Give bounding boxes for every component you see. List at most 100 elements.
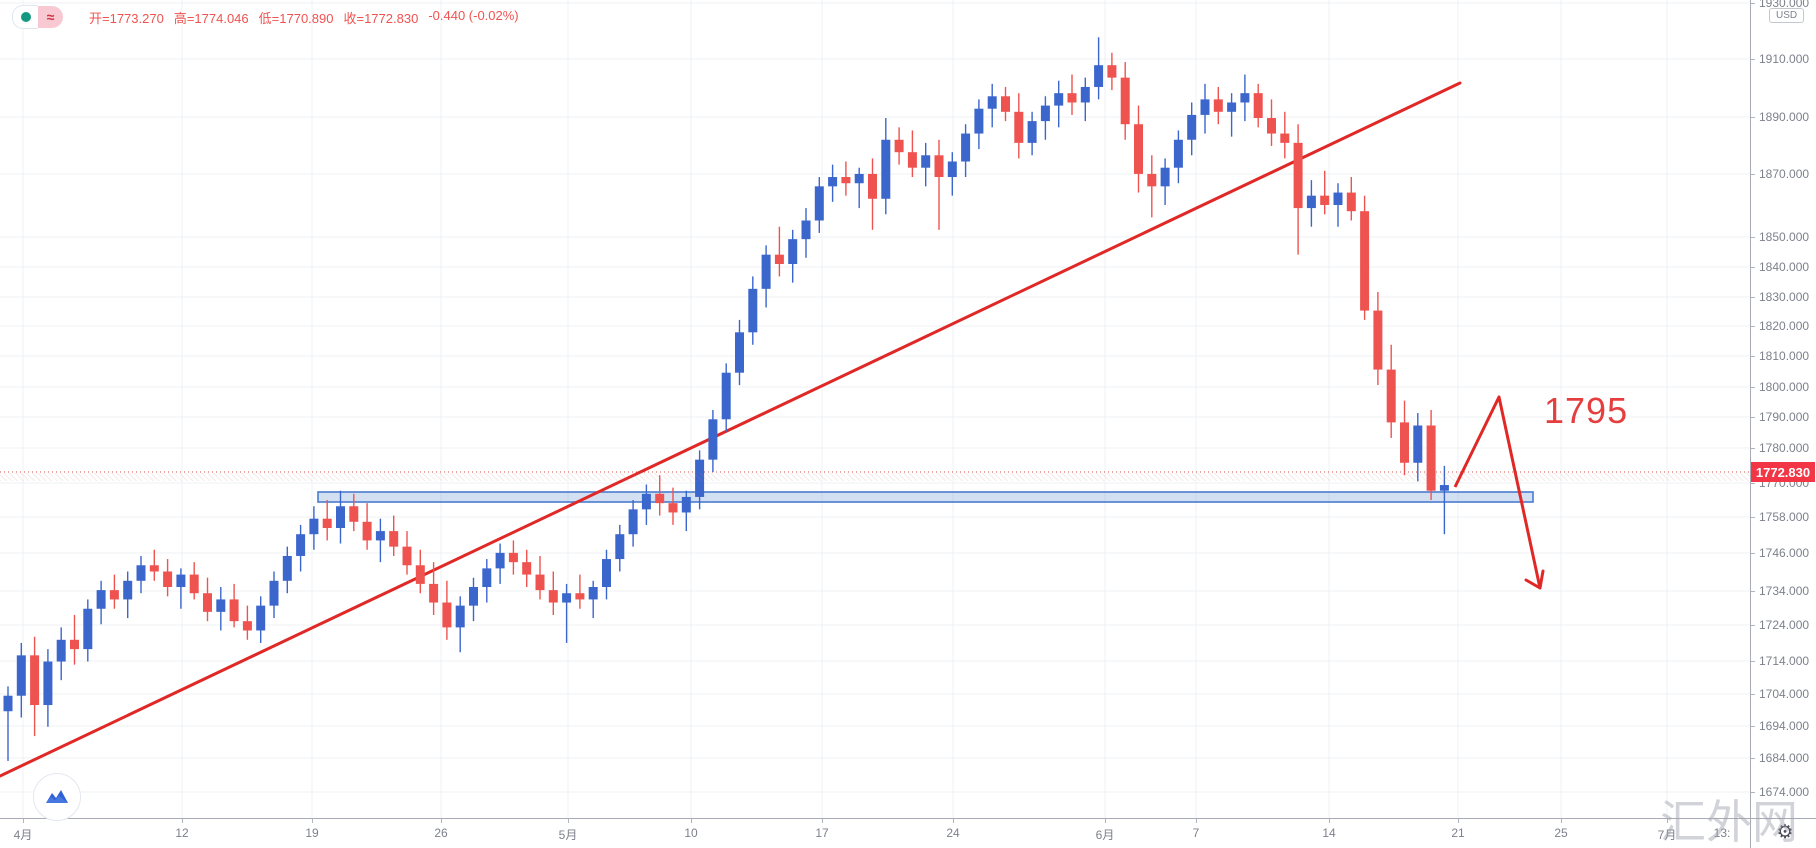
mountain-chart-icon xyxy=(46,790,68,803)
price-axis-label: 1840.000 xyxy=(1759,260,1810,274)
approx-price-segment[interactable]: ≈ xyxy=(38,6,63,28)
candle-body xyxy=(176,574,186,588)
candle-body xyxy=(296,534,306,556)
symbol-logo-button[interactable] xyxy=(33,773,81,821)
candle-body xyxy=(695,459,705,497)
price-line-hatch-band xyxy=(0,473,1750,481)
price-axis-label: 1870.000 xyxy=(1759,167,1810,181)
change-value: -0.440 (-0.02%) xyxy=(428,7,519,23)
candle-body xyxy=(1107,65,1117,78)
candle-body xyxy=(163,571,173,588)
candle-body xyxy=(681,496,691,513)
candle-body xyxy=(43,661,53,706)
candle-body xyxy=(1147,173,1157,187)
time-axis-tick xyxy=(568,819,569,823)
price-axis-tick xyxy=(1751,591,1755,592)
projection-arrow[interactable] xyxy=(1453,395,1542,589)
candle-body xyxy=(1373,310,1383,370)
candle-body xyxy=(854,173,864,184)
price-axis-label: 1694.000 xyxy=(1759,719,1810,733)
market-status-segment[interactable] xyxy=(12,5,38,29)
price-axis-tick xyxy=(1751,483,1755,484)
currency-button[interactable]: USD xyxy=(1769,8,1805,23)
candle-body xyxy=(495,552,505,569)
candle-body xyxy=(987,96,997,109)
candle-body xyxy=(641,493,651,510)
time-axis-label: 7月 xyxy=(1657,828,1677,842)
candle-body xyxy=(735,332,744,373)
price-axis[interactable]: 1930.000 1910.000 1890.000 1870.000 1850.000… xyxy=(1750,0,1816,818)
candle-body xyxy=(1080,86,1090,103)
time-axis-tick xyxy=(822,819,823,823)
candle-body xyxy=(469,587,478,606)
time-axis-label: 25 xyxy=(1554,826,1568,840)
price-axis-tick xyxy=(1751,517,1755,518)
candle-body xyxy=(921,155,931,168)
axis-corner xyxy=(1750,818,1816,848)
time-axis-tick xyxy=(953,819,954,823)
candle-body xyxy=(109,590,119,600)
time-axis-label: 17 xyxy=(815,826,829,840)
time-axis-label: 13: xyxy=(1713,826,1731,840)
last-price-tag[interactable]: 1772.830 xyxy=(1751,462,1815,482)
candle-body xyxy=(56,639,66,662)
candle-body xyxy=(189,574,199,594)
candle-body xyxy=(123,580,133,600)
candle-body xyxy=(508,552,518,563)
time-axis-label: 14 xyxy=(1322,826,1336,840)
price-axis-tick xyxy=(1751,326,1755,327)
time-axis-label: 19 xyxy=(305,826,319,840)
candle-body xyxy=(256,605,266,631)
price-axis-label: 1674.000 xyxy=(1759,785,1810,799)
axis-settings-gear-icon[interactable]: ⚙ xyxy=(1776,821,1794,843)
candle-body xyxy=(1160,167,1170,187)
price-axis-label: 1790.000 xyxy=(1759,410,1810,424)
close-value: 收=1772.830 xyxy=(343,10,419,26)
ascending-trendline[interactable] xyxy=(0,81,1462,778)
price-axis-tick xyxy=(1751,387,1755,388)
candle-body xyxy=(1187,114,1197,140)
time-axis-label: 6月 xyxy=(1095,828,1115,842)
candle-body xyxy=(482,568,492,588)
candle-body xyxy=(1134,124,1143,174)
candle-body xyxy=(535,574,545,591)
candle-body xyxy=(1094,65,1104,87)
candle-body xyxy=(216,599,226,612)
candle-body xyxy=(548,590,558,603)
approx-icon: ≈ xyxy=(46,9,55,25)
candle-body xyxy=(841,177,851,184)
candle-body xyxy=(96,590,106,609)
price-axis-label: 1910.000 xyxy=(1759,52,1810,66)
candle-body xyxy=(668,503,678,513)
arrow-head xyxy=(1524,569,1545,590)
candle-body xyxy=(269,580,279,606)
candle-body xyxy=(1306,195,1316,209)
price-target-text-annotation[interactable]: 1795 xyxy=(1544,390,1629,431)
candle-body xyxy=(1293,142,1303,209)
time-axis[interactable]: 4月 12 19 26 5月 10 17 24 6月 7 14 21 25 7月 13: xyxy=(0,818,1750,848)
time-axis-tick xyxy=(182,819,183,823)
time-axis-tick xyxy=(1561,819,1562,823)
candle-body xyxy=(1014,111,1024,143)
time-axis-tick xyxy=(1667,819,1668,823)
high-value: 高=1774.046 xyxy=(173,10,249,26)
support-zone-rectangle[interactable] xyxy=(317,491,1534,503)
price-axis-tick xyxy=(1751,117,1755,118)
symbol-status-pill[interactable]: ≈ xyxy=(12,5,63,29)
candle-body xyxy=(828,177,838,187)
candle-body xyxy=(761,254,771,289)
candle-body xyxy=(907,152,917,168)
price-axis-label: 1704.000 xyxy=(1759,687,1810,701)
price-axis-label: 1758.000 xyxy=(1759,510,1810,524)
candle-body xyxy=(1426,425,1436,491)
candle-body xyxy=(881,139,891,199)
price-axis-tick xyxy=(1751,553,1755,554)
price-axis-label: 1930.000 xyxy=(1759,0,1810,10)
candle-body xyxy=(1040,105,1050,122)
price-axis-tick xyxy=(1751,758,1755,759)
price-axis-tick xyxy=(1751,694,1755,695)
candle-body xyxy=(402,546,412,566)
site-watermark: 汇外网 xyxy=(1660,796,1798,848)
